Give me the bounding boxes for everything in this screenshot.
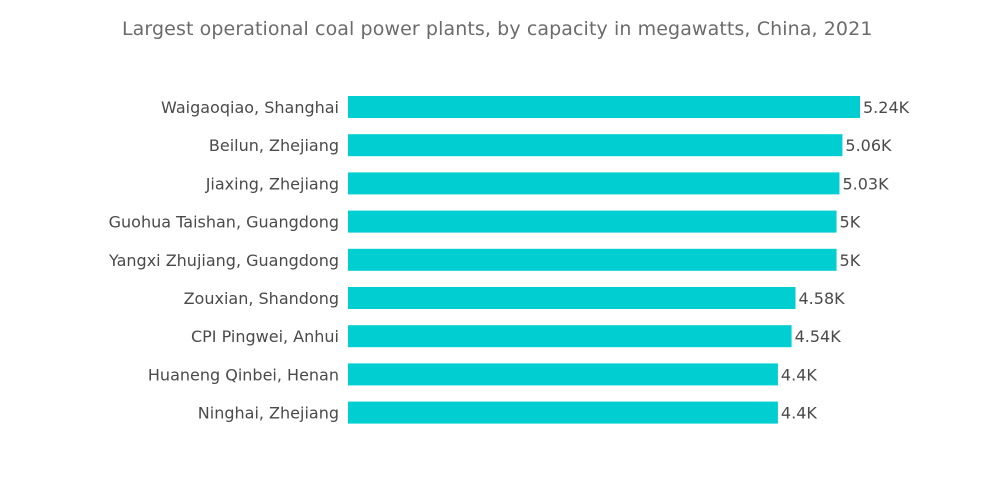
bar [348,96,860,118]
category-label: Waigaoqiao, Shanghai [161,98,339,117]
category-label: Guohua Taishan, Guangdong [109,213,339,232]
category-label: Zouxian, Shandong [184,289,339,308]
category-label: CPI Pingwei, Anhui [191,327,339,346]
category-label: Jiaxing, Zhejiang [205,174,339,193]
value-label: 5.03K [842,174,889,193]
bar [348,248,837,271]
value-label: 4.54K [795,327,842,346]
bar [348,401,778,424]
category-label: Ninghai, Zhejiang [198,404,339,423]
value-label: 5.24K [863,98,910,117]
category-label: Huaneng Qinbei, Henan [148,365,339,384]
bar-group: Beilun, Zhejiang 5.06K [209,134,892,157]
value-label: 5K [840,213,861,232]
bar [348,172,840,195]
category-label: Yangxi Zhujiang, Guangdong [108,251,339,270]
bar-group: CPI Pingwei, Anhui 4.54K [191,325,842,348]
category-label: Beilun, Zhejiang [209,136,339,155]
bar [348,134,843,157]
bar [348,287,796,309]
value-label: 4.4K [781,404,817,423]
bar [348,325,792,348]
bar [348,363,778,386]
bar-group: Ninghai, Zhejiang 4.4K [198,401,817,424]
value-label: 5K [840,251,861,270]
bar-group: Jiaxing, Zhejiang 5.03K [205,172,889,195]
value-label: 4.58K [799,289,846,308]
bar-group: Zouxian, Shandong 4.58K [184,287,846,309]
bar [348,210,837,233]
bar-group: Guohua Taishan, Guangdong 5K [109,210,861,233]
bar-group: Waigaoqiao, Shanghai 5.24K [161,96,910,118]
bar-group: Yangxi Zhujiang, Guangdong 5K [108,248,861,271]
value-label: 4.4K [781,365,817,384]
chart-title: Largest operational coal power plants, b… [122,18,873,40]
bar-group: Huaneng Qinbei, Henan 4.4K [148,363,817,386]
value-label: 5.06K [845,136,892,155]
